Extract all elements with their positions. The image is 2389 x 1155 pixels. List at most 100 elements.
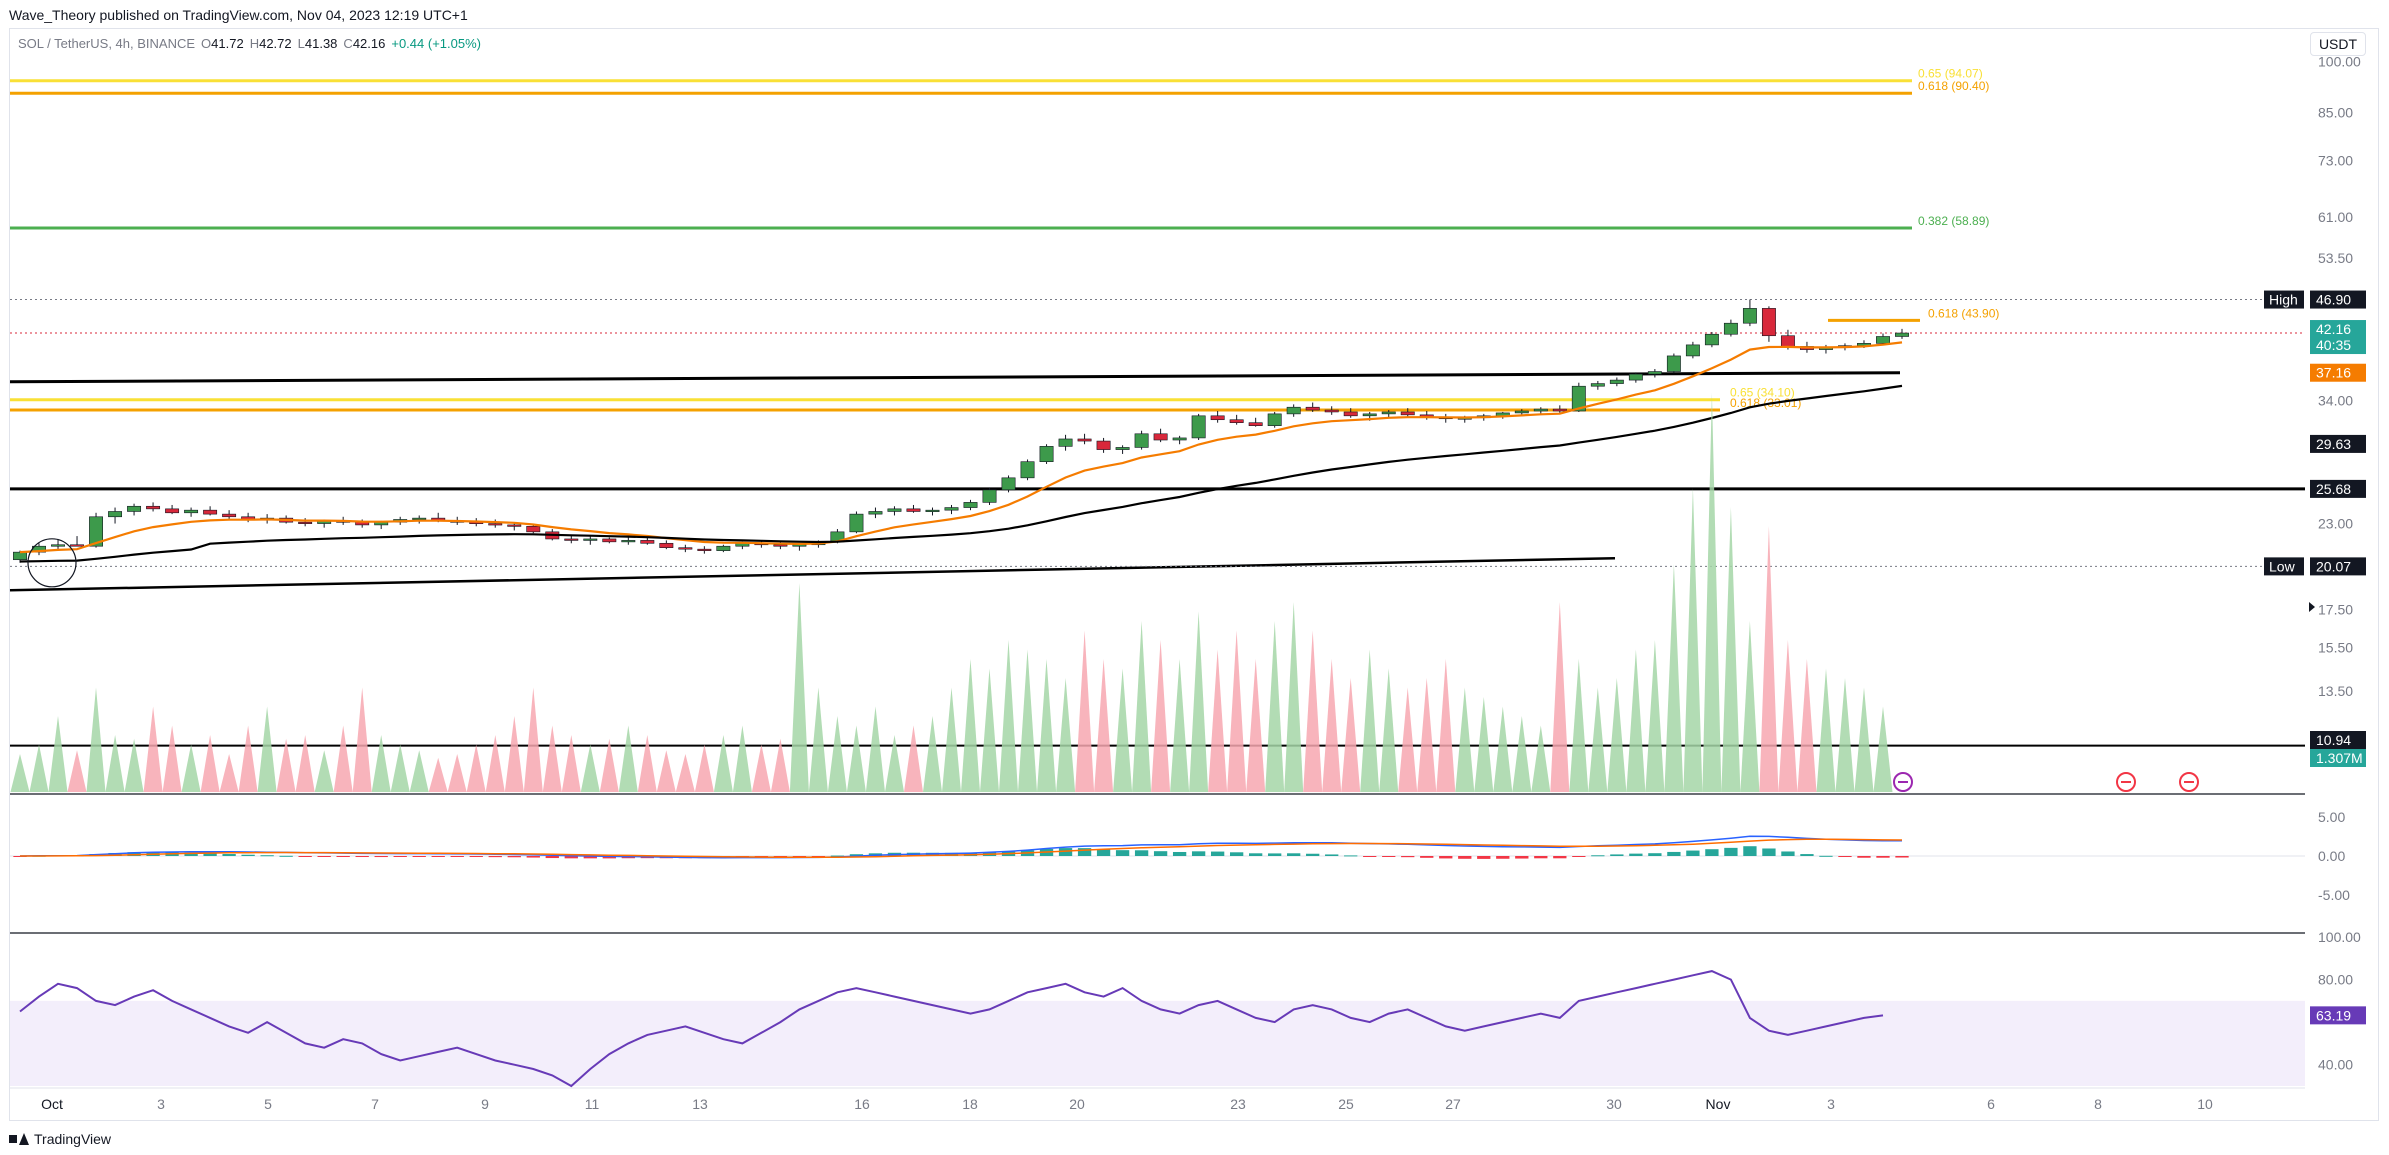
candle-up bbox=[1609, 379, 1624, 384]
rsi-band bbox=[10, 1000, 2305, 1086]
macd-histogram-bar bbox=[1420, 856, 1434, 858]
price-badge-value: 37.16 bbox=[2316, 365, 2351, 381]
candle-down bbox=[1761, 308, 1776, 337]
macd-histogram-bar bbox=[393, 856, 407, 857]
price-axis-label: 73.00 bbox=[2318, 152, 2353, 168]
macd-histogram-bar bbox=[1382, 856, 1396, 857]
price-axis-label: 100.00 bbox=[2318, 54, 2361, 70]
candle-up bbox=[982, 489, 997, 503]
volume-bar bbox=[124, 738, 144, 792]
rsi-badge: 63.19 bbox=[2310, 1006, 2366, 1025]
macd-histogram-bar bbox=[1724, 847, 1738, 856]
price-badge-value: 42.16 bbox=[2316, 321, 2351, 337]
price-axis-label: 23.00 bbox=[2318, 516, 2353, 532]
volume-bar bbox=[1379, 668, 1399, 792]
macd-histogram-bar bbox=[1876, 856, 1890, 858]
macd-histogram-bar bbox=[1572, 856, 1586, 857]
volume-bar bbox=[1550, 602, 1570, 792]
time-axis-label: 8 bbox=[2094, 1096, 2102, 1112]
volume-bar bbox=[980, 668, 999, 792]
price-badge-bg bbox=[2310, 336, 2366, 355]
candle-up bbox=[412, 517, 427, 520]
volume-bar bbox=[276, 738, 296, 792]
price-badge-bg bbox=[2310, 434, 2366, 453]
price-badge-label: High bbox=[2269, 292, 2298, 308]
time-axis-label: 10 bbox=[2197, 1096, 2213, 1112]
time-axis-label: 25 bbox=[1338, 1096, 1354, 1112]
price-badge: 46.90 High bbox=[2264, 290, 2366, 309]
volume-bar bbox=[846, 725, 866, 792]
candle-up bbox=[1571, 385, 1586, 412]
volume-bar bbox=[1056, 678, 1076, 792]
candle-up bbox=[1191, 415, 1206, 439]
macd-histogram-bar bbox=[1838, 856, 1852, 858]
macd-histogram-bar bbox=[811, 856, 826, 857]
candle-down bbox=[1210, 415, 1225, 421]
volume-bar bbox=[1132, 621, 1152, 792]
volume-bar bbox=[29, 744, 49, 792]
price-badge-bg bbox=[2310, 479, 2366, 498]
ema-black-line bbox=[19, 384, 1903, 563]
rsi-axis-label: 80.00 bbox=[2318, 972, 2353, 988]
price-badge-label-bg bbox=[2264, 557, 2304, 576]
price-axis-label: 85.00 bbox=[2318, 105, 2353, 121]
candle-up bbox=[51, 544, 65, 547]
price-badge-bg bbox=[2310, 320, 2366, 339]
macd-histogram-bar bbox=[298, 856, 312, 857]
candle-down bbox=[526, 525, 541, 533]
candle-up bbox=[1020, 461, 1035, 479]
candle-up bbox=[1381, 411, 1396, 415]
volume-bar bbox=[1778, 640, 1798, 792]
chart-frame bbox=[9, 28, 2379, 1121]
macd-histogram-bar bbox=[412, 856, 426, 857]
macd-histogram-bar bbox=[1306, 853, 1320, 856]
price-badge-bg bbox=[2310, 363, 2366, 382]
symbol-name[interactable]: SOL / TetherUS, 4h, BINANCE bbox=[18, 36, 196, 51]
candle-up bbox=[1058, 438, 1073, 447]
time-axis-label: 23 bbox=[1230, 1096, 1246, 1112]
macd-histogram-bar bbox=[1287, 853, 1301, 856]
candle-up bbox=[1001, 477, 1016, 491]
macd-histogram-bar bbox=[1325, 854, 1339, 856]
resistance-trendline bbox=[9, 371, 1901, 384]
macd-histogram-bar bbox=[1077, 848, 1092, 856]
candle-down bbox=[773, 544, 788, 547]
volume-bar bbox=[1227, 630, 1247, 792]
volume-bar bbox=[1151, 640, 1171, 792]
candle-up bbox=[1039, 446, 1054, 463]
price-badge: 37.16 bbox=[2310, 363, 2366, 382]
volume-bar bbox=[105, 735, 125, 792]
candle-down bbox=[1153, 433, 1168, 441]
time-axis-label: 3 bbox=[157, 1096, 165, 1112]
rsi-badge-value: 63.19 bbox=[2316, 1007, 2351, 1023]
price-badge-value: 1.307M bbox=[2316, 750, 2363, 766]
price-badge-label: Low bbox=[2269, 558, 2296, 574]
price-badge-value: 29.63 bbox=[2316, 436, 2351, 452]
candle-up bbox=[1685, 344, 1700, 357]
rsi-badge-bg bbox=[2310, 1006, 2366, 1025]
candle-up bbox=[944, 507, 959, 511]
macd-histogram-bar bbox=[526, 856, 540, 858]
macd-histogram-bar bbox=[431, 856, 445, 857]
volume-bar bbox=[713, 735, 733, 792]
volume-bar bbox=[1797, 659, 1817, 792]
candle-down bbox=[1400, 411, 1415, 416]
legend-open: O41.72 bbox=[201, 36, 244, 51]
candle-up bbox=[127, 505, 142, 512]
volume-bar bbox=[1284, 602, 1304, 792]
volume-bar bbox=[1512, 716, 1532, 792]
volume-bar bbox=[732, 725, 752, 792]
legend-close: C42.16 bbox=[343, 36, 386, 51]
candle-down bbox=[678, 547, 693, 550]
ema-orange-line bbox=[19, 341, 1903, 554]
candle-down bbox=[1077, 438, 1092, 442]
time-axis-label: Oct bbox=[41, 1096, 63, 1112]
volume-bar bbox=[1816, 668, 1836, 792]
price-badge-value: 10.94 bbox=[2316, 732, 2351, 748]
currency-button[interactable]: USDT bbox=[2310, 32, 2366, 56]
volume-bar bbox=[143, 706, 163, 792]
candle-up bbox=[1533, 408, 1548, 412]
candle-up bbox=[1704, 333, 1719, 346]
fib-level-label: 0.65 (34.10) bbox=[1730, 386, 1795, 400]
